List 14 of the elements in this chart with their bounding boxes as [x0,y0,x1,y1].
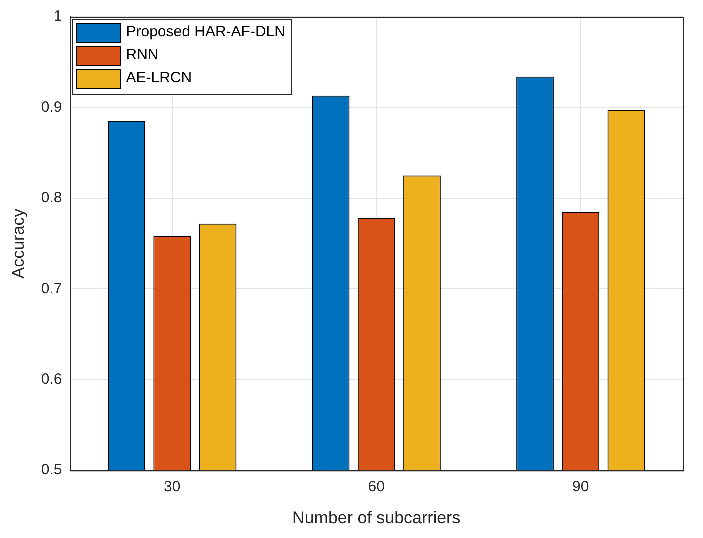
y-tick-label: 1 [54,8,62,26]
y-tick-label: 0.6 [41,371,62,388]
y-tick-label: 0.8 [41,190,62,207]
y-axis-title: Accuracy [8,208,28,279]
x-tick-label: 60 [368,478,385,496]
legend-label: AE-LRCN [126,70,192,87]
x-tick-label: 90 [572,478,590,496]
x-axis-title: Number of subcarriers [292,508,461,528]
legend-label: RNN [126,46,159,64]
y-tick-label: 0.7 [41,280,62,298]
y-tick-label: 0.9 [41,98,62,116]
y-tick-label: 0.5 [41,462,62,479]
x-tick-label: 30 [164,478,181,496]
legend-label: Proposed HAR-AF-DLN [126,24,286,41]
